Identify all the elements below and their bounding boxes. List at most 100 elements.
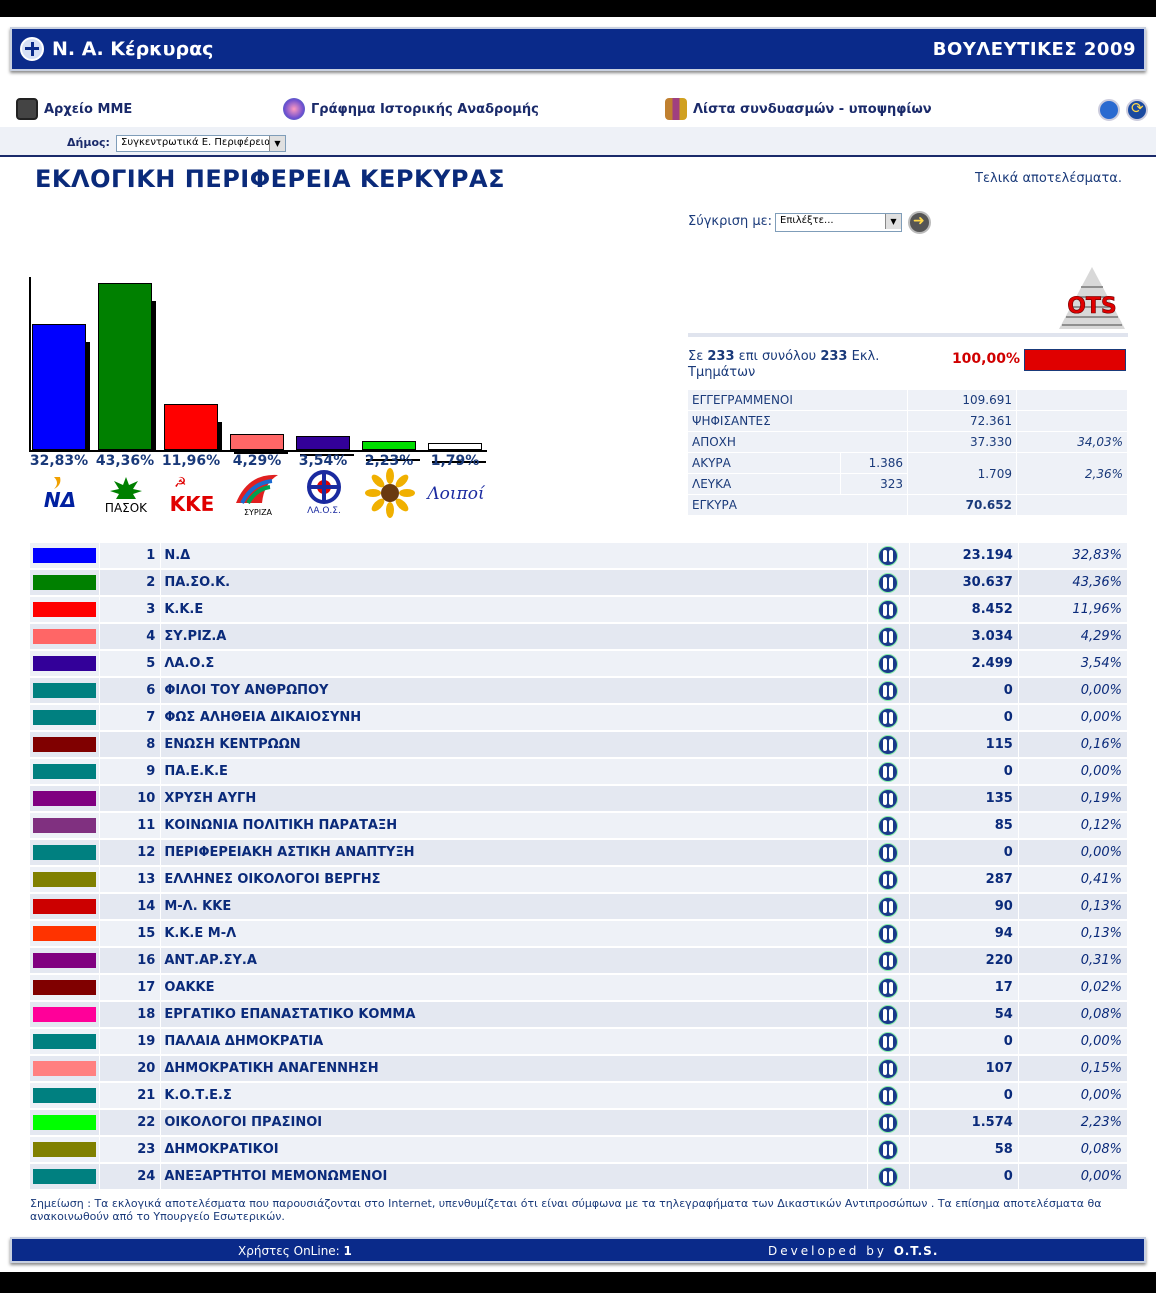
- candidates-icon[interactable]: [878, 1112, 899, 1133]
- candidates-icon[interactable]: [878, 1058, 899, 1079]
- party-name-link[interactable]: ΟΙΚΟΛΟΓΟΙ ΠΡΑΣΙΝΟΙ: [161, 1110, 868, 1135]
- election-title: ΒΟΥΛΕΥΤΙΚΕΣ 2009: [932, 39, 1136, 60]
- party-color-chip: [33, 791, 96, 806]
- party-name-link[interactable]: ΕΝΩΣΗ ΚΕΝΤΡΩΩΝ: [161, 732, 868, 757]
- candidates-icon[interactable]: [878, 950, 899, 971]
- party-name-link[interactable]: ΦΙΛΟΙ ΤΟΥ ΑΝΘΡΩΠΟΥ: [161, 678, 868, 703]
- party-name-link[interactable]: ΔΗΜΟΚΡΑΤΙΚΗ ΑΝΑΓΕΝΝΗΣΗ: [161, 1056, 868, 1081]
- svg-text:☭: ☭: [174, 475, 187, 491]
- result-row: 12 ΠΕΡΙΦΕΡΕΙΑΚΗ ΑΣΤΙΚΗ ΑΝΑΠΤΥΞΗ 0 0,00%: [30, 840, 1128, 865]
- candidates-icon[interactable]: [878, 977, 899, 998]
- candidates-icon[interactable]: [878, 1139, 899, 1160]
- candidates-icon[interactable]: [878, 1166, 899, 1187]
- chart-bar-shadow: [432, 461, 486, 463]
- party-votes: 135: [909, 786, 1019, 811]
- valid-label: ΕΓΚΥΡΑ: [688, 495, 908, 515]
- party-color-swatch: [30, 759, 100, 784]
- candidates-icon[interactable]: [878, 545, 899, 566]
- candidates-icon[interactable]: [878, 707, 899, 728]
- refresh-button[interactable]: [1126, 99, 1148, 121]
- candidates-icon[interactable]: [878, 572, 899, 593]
- party-name-link[interactable]: ΚΟΙΝΩΝΙΑ ΠΟΛΙΤΙΚΗ ΠΑΡΑΤΑΞΗ: [161, 813, 868, 838]
- candidates-icon[interactable]: [878, 923, 899, 944]
- party-name-link[interactable]: ΑΝΕΞΑΡΤΗΤΟΙ ΜΕΜΟΝΩΜΕΝΟΙ: [161, 1164, 868, 1189]
- party-color-swatch: [30, 732, 100, 757]
- party-name-link[interactable]: ΠΕΡΙΦΕΡΕΙΑΚΗ ΑΣΤΙΚΗ ΑΝΑΠΤΥΞΗ: [161, 840, 868, 865]
- result-row: 18 ΕΡΓΑΤΙΚΟ ΕΠΑΝΑΣΤΑΤΙΚΟ ΚΟΜΜΑ 54 0,08%: [30, 1002, 1128, 1027]
- candidates-icon[interactable]: [878, 815, 899, 836]
- empty-cell: [1016, 411, 1128, 431]
- nav-history-graph-link[interactable]: Γράφημα Ιστορικής Αναδρομής: [283, 98, 539, 120]
- nav-candidates-list-link[interactable]: Λίστα συνδυασμών - υποψηφίων: [665, 98, 932, 120]
- party-rank: 8: [99, 732, 162, 757]
- party-pct: 0,13%: [1018, 894, 1128, 919]
- party-name-link[interactable]: ΟΑΚΚΕ: [161, 975, 868, 1000]
- party-name-link[interactable]: ΛΑ.Ο.Σ: [161, 651, 868, 676]
- result-row: 5 ΛΑ.Ο.Σ 2.499 3,54%: [30, 651, 1128, 676]
- party-color-swatch: [30, 1137, 100, 1162]
- candidates-icon[interactable]: [878, 1031, 899, 1052]
- candidates-icon[interactable]: [878, 896, 899, 917]
- chart-y-axis: [29, 277, 31, 452]
- municipality-select[interactable]: Συγκεντρωτικά Ε. Περιφέρειας ▼: [116, 135, 286, 152]
- candidates-icon[interactable]: [878, 599, 899, 620]
- candidates-icon[interactable]: [878, 788, 899, 809]
- counted-sections-row: Σε 233 επι συνόλου 233 Εκλ. Τμημάτων 100…: [688, 349, 1128, 385]
- chart-bar: [428, 443, 482, 450]
- party-name-link[interactable]: ΠΑ.ΣΟ.Κ.: [161, 570, 868, 595]
- abstention-row: ΑΠΟΧΗ 37.330 34,03%: [688, 432, 1128, 452]
- party-pct: 0,41%: [1018, 867, 1128, 892]
- party-pct: 0,00%: [1018, 840, 1128, 865]
- party-votes: 30.637: [909, 570, 1019, 595]
- online-users-label: Χρήστες OnLine:: [238, 1244, 340, 1258]
- result-row: 24 ΑΝΕΞΑΡΤΗΤΟΙ ΜΕΜΟΝΩΜΕΝΟΙ 0 0,00%: [30, 1164, 1128, 1189]
- candidates-icon[interactable]: [878, 761, 899, 782]
- party-name-link[interactable]: ΕΡΓΑΤΙΚΟ ΕΠΑΝΑΣΤΑΤΙΚΟ ΚΟΜΜΑ: [161, 1002, 868, 1027]
- party-rank: 2: [99, 570, 162, 595]
- party-name-link[interactable]: ΠΑΛΑΙΑ ΔΗΜΟΚΡΑΤΙΑ: [161, 1029, 868, 1054]
- voted-label: ΨΗΦΙΣΑΝΤΕΣ: [688, 411, 908, 431]
- party-name-link[interactable]: ΧΡΥΣΗ ΑΥΓΗ: [161, 786, 868, 811]
- party-name-link[interactable]: Κ.Κ.Ε Μ-Λ: [161, 921, 868, 946]
- party-name-link[interactable]: Κ.Ο.Τ.Ε.Σ: [161, 1083, 868, 1108]
- party-votes: 54: [909, 1002, 1019, 1027]
- print-button[interactable]: [1098, 99, 1120, 121]
- candidates-cell: [867, 867, 910, 892]
- party-pct: 0,08%: [1018, 1137, 1128, 1162]
- party-color-chip: [33, 1007, 96, 1022]
- candidates-icon[interactable]: [878, 1085, 899, 1106]
- result-row: 2 ΠΑ.ΣΟ.Κ. 30.637 43,36%: [30, 570, 1128, 595]
- party-color-chip: [33, 683, 96, 698]
- candidates-icon[interactable]: [878, 842, 899, 863]
- party-color-swatch: [30, 1083, 100, 1108]
- candidates-icon[interactable]: [878, 653, 899, 674]
- party-name-link[interactable]: ΠΑ.Ε.Κ.Ε: [161, 759, 868, 784]
- candidates-icon[interactable]: [878, 626, 899, 647]
- candidates-list-icon: [665, 98, 687, 120]
- party-name-link[interactable]: Κ.Κ.Ε: [161, 597, 868, 622]
- candidates-cell: [867, 948, 910, 973]
- candidates-icon[interactable]: [878, 869, 899, 890]
- result-row: 10 ΧΡΥΣΗ ΑΥΓΗ 135 0,19%: [30, 786, 1128, 811]
- party-name-link[interactable]: Ν.Δ: [161, 543, 868, 568]
- candidates-icon[interactable]: [878, 680, 899, 701]
- party-name-link[interactable]: ΣΥ.ΡΙΖ.Α: [161, 624, 868, 649]
- nd-logo-text: ΝΔ: [44, 488, 76, 512]
- party-pct: 0,13%: [1018, 921, 1128, 946]
- party-name-link[interactable]: ΦΩΣ ΑΛΗΘΕΙΑ ΔΙΚΑΙΟΣΥΝΗ: [161, 705, 868, 730]
- chevron-down-icon: ▼: [269, 136, 285, 151]
- nav-media-archive-link[interactable]: Αρχείο ΜΜΕ: [16, 98, 132, 120]
- candidates-icon[interactable]: [878, 1004, 899, 1025]
- disclaimer-note: Σημείωση : Τα εκλογικά αποτελέσματα που …: [30, 1197, 1102, 1223]
- party-name-link[interactable]: Μ-Λ. ΚΚΕ: [161, 894, 868, 919]
- developer-name[interactable]: O.T.S.: [893, 1244, 939, 1258]
- party-name-link[interactable]: ΔΗΜΟΚΡΑΤΙΚΟΙ: [161, 1137, 868, 1162]
- candidates-icon[interactable]: [878, 734, 899, 755]
- party-name-link[interactable]: ΕΛΛΗΝΕΣ ΟΙΚΟΛΟΓΟΙ ΒΕΡΓΗΣ: [161, 867, 868, 892]
- kke-logo-text: ΚΚΕ: [170, 492, 215, 515]
- party-name-link[interactable]: ΑΝΤ.ΑΡ.ΣΥ.Α: [161, 948, 868, 973]
- party-votes: 3.034: [909, 624, 1019, 649]
- compare-go-button[interactable]: [908, 211, 931, 234]
- party-rank: 9: [99, 759, 162, 784]
- compare-select[interactable]: Επιλέξτε... ▼: [775, 213, 902, 232]
